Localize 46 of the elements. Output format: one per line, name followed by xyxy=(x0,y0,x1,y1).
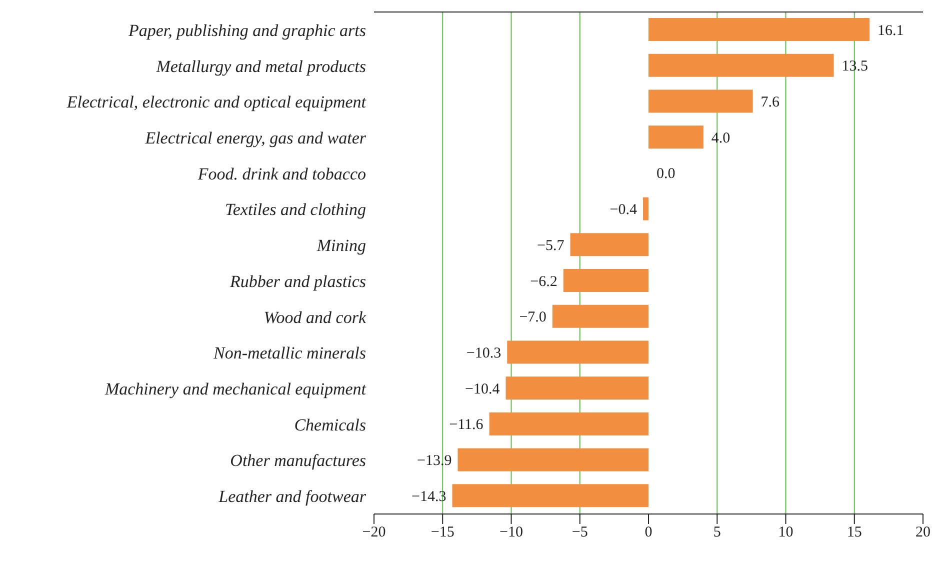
x-tick-label: 15 xyxy=(846,524,862,541)
y-tick-label: Leather and footwear xyxy=(218,487,366,506)
y-tick-label: Food. drink and tobacco xyxy=(196,164,366,184)
bar xyxy=(489,412,648,436)
x-tick-label: 0 xyxy=(644,524,652,541)
data-label: 0.0 xyxy=(656,166,676,182)
data-label: −6.2 xyxy=(530,274,558,290)
data-label: −5.7 xyxy=(537,238,565,254)
y-tick-label: Metallurgy and metal products xyxy=(155,56,366,76)
bar xyxy=(643,197,648,220)
x-tick-label: −5 xyxy=(572,524,588,541)
bar xyxy=(458,448,648,472)
data-label: −10.3 xyxy=(466,345,502,362)
bar xyxy=(648,90,753,113)
x-tick-label: −20 xyxy=(362,524,386,541)
data-label: −10.4 xyxy=(465,381,500,398)
y-tick-label: Non-metallic minerals xyxy=(212,344,366,363)
bar xyxy=(648,54,834,77)
x-tick-label: 5 xyxy=(713,524,721,541)
y-tick-label: Machinery and mechanical equipment xyxy=(104,380,368,399)
bar xyxy=(506,376,648,400)
y-tick-label: Wood and cork xyxy=(264,308,366,327)
data-label: −0.4 xyxy=(610,202,638,218)
data-label: 16.1 xyxy=(877,22,904,39)
bar xyxy=(507,340,648,364)
data-label: −7.0 xyxy=(519,310,546,326)
y-tick-label: Electrical energy, gas and water xyxy=(144,128,366,148)
bar xyxy=(552,304,648,328)
data-label: −11.6 xyxy=(449,417,484,434)
y-tick-label: Chemicals xyxy=(294,415,366,434)
x-tick-label: −10 xyxy=(500,524,523,541)
y-tick-label: Mining xyxy=(316,236,366,256)
y-tick-label: Rubber and plastics xyxy=(229,272,366,291)
y-tick-label: Other manufactures xyxy=(230,451,366,470)
y-tick-label: Textiles and clothing xyxy=(224,200,366,220)
x-tick-label: 20 xyxy=(916,524,930,541)
x-tick-label: 10 xyxy=(778,524,794,541)
y-tick-label: Electrical, electronic and optical equipment xyxy=(66,92,368,112)
bar xyxy=(452,484,648,508)
bar xyxy=(563,269,648,292)
x-tick-label: −15 xyxy=(430,524,454,541)
bar xyxy=(570,233,648,256)
data-label: 7.6 xyxy=(760,94,780,110)
y-tick-label: Paper, publishing and graphic arts xyxy=(127,20,366,40)
bar xyxy=(648,18,870,41)
bar xyxy=(648,126,704,149)
